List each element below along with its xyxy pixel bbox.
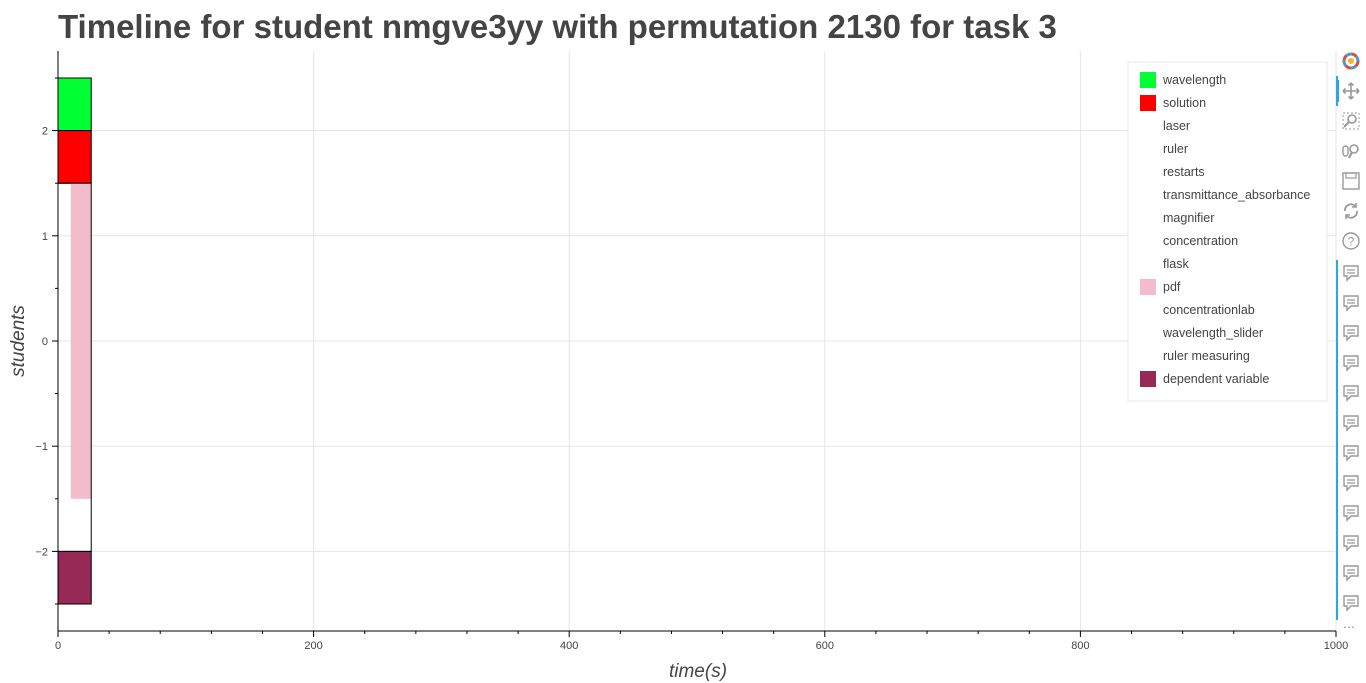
legend-label: laser — [1163, 119, 1190, 133]
legend-label: ruler measuring — [1163, 349, 1250, 363]
legend-swatch — [1140, 118, 1156, 134]
more-tools-icon[interactable]: ⋯ — [1343, 620, 1356, 634]
help-icon[interactable]: ? — [1340, 230, 1362, 252]
legend: wavelength solution laser ruler restarts tran… — [1127, 61, 1328, 402]
y-tick-label: −2 — [35, 546, 48, 558]
legend-label: transmittance_absorbance — [1163, 188, 1310, 202]
legend-label: dependent variable — [1163, 372, 1269, 386]
legend-label: concentrationlab — [1163, 303, 1255, 317]
legend-label: solution — [1163, 96, 1206, 110]
hover-icon[interactable] — [1340, 262, 1362, 284]
legend-swatch — [1140, 72, 1156, 88]
timeline-bars — [57, 77, 92, 605]
y-tick-label: −1 — [35, 441, 48, 453]
hover-icon[interactable] — [1340, 382, 1362, 404]
chart-title: Timeline for student nmgve3yy with permu… — [58, 8, 1057, 45]
y-tick-label: 2 — [42, 126, 48, 138]
x-tick-label: 0 — [55, 640, 61, 652]
legend-swatch — [1140, 302, 1156, 318]
x-tick-label: 800 — [1071, 640, 1089, 652]
hover-icon[interactable] — [1340, 472, 1362, 494]
y-tick-label: 0 — [42, 336, 48, 348]
legend-label: wavelength — [1162, 73, 1226, 87]
legend-swatch — [1140, 187, 1156, 203]
x-tick-label: 400 — [560, 640, 578, 652]
hover-icon[interactable] — [1340, 502, 1362, 524]
bar-wavelength — [57, 77, 92, 132]
legend-label: concentration — [1163, 234, 1238, 248]
hover-icon[interactable] — [1340, 292, 1362, 314]
bar-pdf — [70, 183, 92, 499]
legend-label: magnifier — [1163, 211, 1214, 225]
hover-icon[interactable] — [1340, 442, 1362, 464]
grid-lines — [58, 51, 1337, 631]
legend-swatch — [1140, 210, 1156, 226]
legend-box — [1127, 61, 1328, 402]
chart-toolbar: ? ⋯ — [1336, 44, 1366, 644]
x-tick-label: 600 — [816, 640, 834, 652]
svg-text:?: ? — [1348, 235, 1355, 249]
legend-label: pdf — [1163, 280, 1181, 294]
legend-label: ruler — [1163, 142, 1188, 156]
y-axis-label: students — [8, 305, 29, 377]
hover-icon[interactable] — [1340, 322, 1362, 344]
legend-swatch — [1140, 371, 1156, 387]
legend-swatch — [1140, 348, 1156, 364]
legend-label: wavelength_slider — [1162, 326, 1263, 340]
hover-icon[interactable] — [1340, 592, 1362, 614]
x-tick-label: 1000 — [1324, 640, 1348, 652]
hover-icon[interactable] — [1340, 412, 1362, 434]
x-tick-label: 200 — [304, 640, 322, 652]
hover-icon[interactable] — [1340, 562, 1362, 584]
legend-swatch — [1140, 256, 1156, 272]
hover-icon[interactable] — [1340, 352, 1362, 374]
legend-label: restarts — [1163, 165, 1205, 179]
legend-swatch — [1140, 325, 1156, 341]
pan-icon[interactable] — [1337, 80, 1362, 102]
legend-label: flask — [1163, 257, 1189, 271]
legend-swatch — [1140, 164, 1156, 180]
wheel-zoom-icon[interactable] — [1340, 140, 1362, 162]
save-icon[interactable] — [1340, 170, 1362, 192]
bar-dependent-variable — [57, 550, 92, 605]
x-axis-label: time(s) — [669, 661, 727, 682]
legend-swatch — [1140, 233, 1156, 249]
legend-swatch — [1140, 279, 1156, 295]
bar-solution — [57, 130, 92, 184]
box-zoom-icon[interactable] — [1340, 110, 1362, 132]
y-tick-label: 1 — [42, 231, 48, 243]
hover-icon[interactable] — [1340, 532, 1362, 554]
reset-icon[interactable] — [1340, 200, 1362, 222]
legend-swatch — [1140, 141, 1156, 157]
axes: 0 200 400 600 800 1000 −2 −1 0 1 2 time(s) students — [8, 51, 1348, 682]
legend-swatch — [1140, 95, 1156, 111]
bokeh-logo-icon[interactable] — [1340, 50, 1362, 72]
